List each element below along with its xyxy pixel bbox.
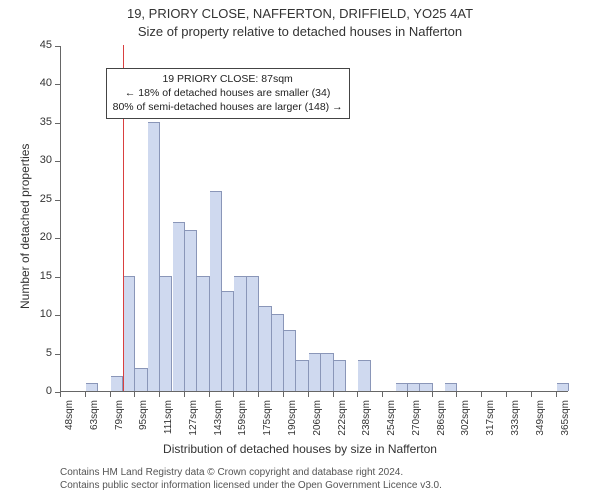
y-tick-label: 20 [22, 231, 52, 243]
x-tick-label: 206sqm [312, 400, 323, 450]
y-tick-label: 5 [22, 347, 52, 359]
x-tick-label: 238sqm [361, 400, 372, 450]
footer-line1: Contains HM Land Registry data © Crown c… [60, 466, 442, 479]
x-tick-mark [233, 392, 234, 397]
x-tick-label: 302sqm [460, 400, 471, 450]
callout-box: 19 PRIORY CLOSE: 87sqm ← 18% of detached… [106, 68, 350, 119]
histogram-bar [148, 122, 160, 391]
y-tick-mark [55, 123, 60, 124]
footer-line2: Contains public sector information licen… [60, 479, 442, 492]
histogram-bar [284, 330, 296, 392]
y-tick-mark [55, 277, 60, 278]
histogram-bar [408, 383, 420, 391]
x-tick-mark [432, 392, 433, 397]
x-tick-label: 95sqm [138, 400, 149, 450]
x-tick-label: 286sqm [436, 400, 447, 450]
x-tick-mark [308, 392, 309, 397]
x-tick-label: 143sqm [213, 400, 224, 450]
histogram-bar [222, 291, 234, 391]
x-tick-mark [184, 392, 185, 397]
x-tick-label: 349sqm [535, 400, 546, 450]
x-tick-label: 175sqm [262, 400, 273, 450]
y-tick-label: 0 [22, 385, 52, 397]
y-tick-mark [55, 354, 60, 355]
x-tick-label: 111sqm [163, 400, 174, 450]
histogram-bar [334, 360, 346, 391]
x-tick-mark [85, 392, 86, 397]
x-tick-mark [481, 392, 482, 397]
x-tick-label: 365sqm [560, 400, 571, 450]
histogram-bar [234, 276, 246, 391]
x-tick-mark [407, 392, 408, 397]
histogram-bar [321, 353, 333, 391]
y-tick-label: 15 [22, 270, 52, 282]
y-tick-mark [55, 238, 60, 239]
x-tick-label: 48sqm [64, 400, 75, 450]
x-tick-mark [333, 392, 334, 397]
y-tick-mark [55, 200, 60, 201]
y-tick-label: 25 [22, 193, 52, 205]
x-tick-mark [506, 392, 507, 397]
callout-line2: ← 18% of detached houses are smaller (34… [113, 86, 343, 100]
y-tick-mark [55, 46, 60, 47]
x-tick-label: 190sqm [287, 400, 298, 450]
x-tick-mark [134, 392, 135, 397]
x-tick-mark [382, 392, 383, 397]
histogram-bar [197, 276, 209, 391]
y-tick-label: 40 [22, 77, 52, 89]
x-tick-mark [283, 392, 284, 397]
x-tick-mark [60, 392, 61, 397]
histogram-bar [296, 360, 308, 391]
x-tick-label: 127sqm [188, 400, 199, 450]
y-tick-mark [55, 315, 60, 316]
chart-title-line1: 19, PRIORY CLOSE, NAFFERTON, DRIFFIELD, … [0, 6, 600, 21]
y-tick-mark [55, 161, 60, 162]
x-tick-label: 270sqm [411, 400, 422, 450]
histogram-bar [309, 353, 321, 391]
x-tick-mark [556, 392, 557, 397]
x-tick-label: 254sqm [386, 400, 397, 450]
x-tick-mark [159, 392, 160, 397]
chart-title-line2: Size of property relative to detached ho… [0, 24, 600, 39]
x-tick-label: 222sqm [337, 400, 348, 450]
y-tick-mark [55, 84, 60, 85]
histogram-bar [247, 276, 259, 391]
x-tick-mark [209, 392, 210, 397]
x-tick-label: 159sqm [237, 400, 248, 450]
x-tick-mark [456, 392, 457, 397]
histogram-bar [111, 376, 123, 391]
histogram-bar [358, 360, 370, 391]
callout-line1: 19 PRIORY CLOSE: 87sqm [113, 72, 343, 86]
x-tick-mark [357, 392, 358, 397]
histogram-bar [557, 383, 569, 391]
histogram-bar [272, 314, 284, 391]
attribution-footer: Contains HM Land Registry data © Crown c… [60, 466, 442, 492]
histogram-bar [445, 383, 457, 391]
x-tick-mark [531, 392, 532, 397]
y-axis-label: Number of detached properties [18, 144, 32, 309]
histogram-bar [160, 276, 172, 391]
x-tick-label: 63sqm [89, 400, 100, 450]
histogram-bar [135, 368, 147, 391]
histogram-bar [396, 383, 408, 391]
callout-line3: 80% of semi-detached houses are larger (… [113, 100, 343, 114]
y-tick-label: 35 [22, 116, 52, 128]
histogram-bar [420, 383, 432, 391]
y-tick-label: 30 [22, 154, 52, 166]
x-tick-label: 317sqm [485, 400, 496, 450]
x-tick-label: 79sqm [114, 400, 125, 450]
x-tick-mark [110, 392, 111, 397]
y-tick-label: 45 [22, 39, 52, 51]
histogram-bar [259, 306, 271, 391]
histogram-bar [173, 222, 185, 391]
histogram-bar [185, 230, 197, 391]
histogram-bar [86, 383, 98, 391]
histogram-bar [123, 276, 135, 391]
x-tick-mark [258, 392, 259, 397]
x-tick-label: 333sqm [510, 400, 521, 450]
histogram-bar [210, 191, 222, 391]
y-tick-label: 10 [22, 308, 52, 320]
